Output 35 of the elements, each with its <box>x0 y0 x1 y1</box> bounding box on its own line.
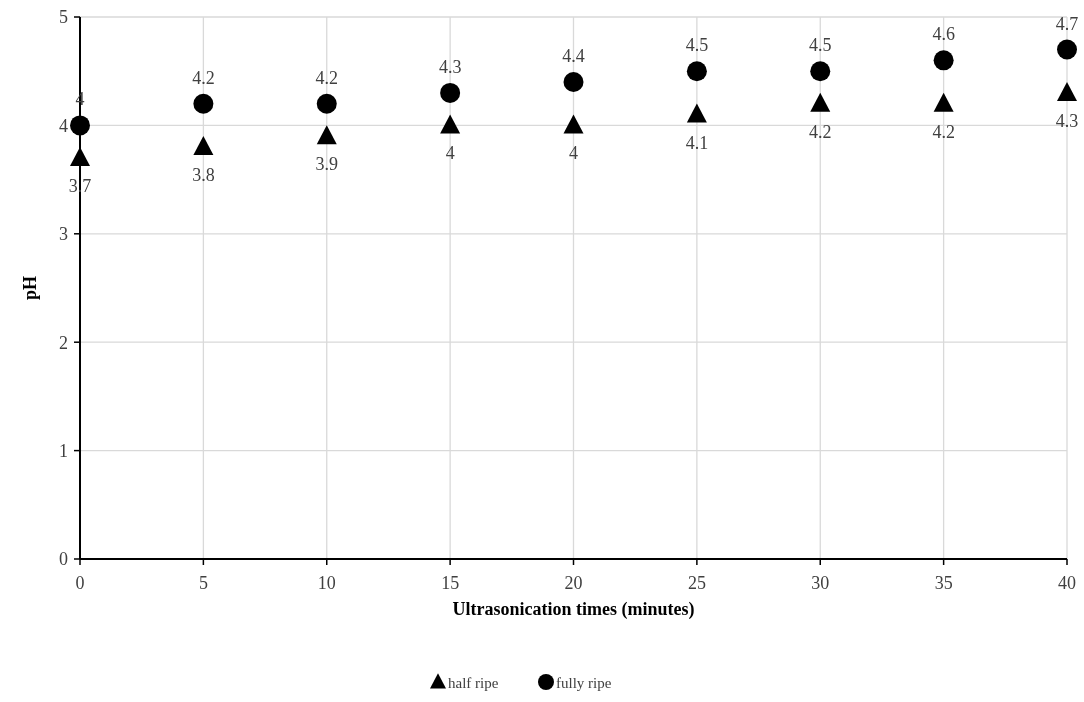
data-label: 4.6 <box>932 24 955 45</box>
data-label: 4.2 <box>192 67 215 88</box>
x-tick-label: 0 <box>75 573 85 593</box>
x-axis-title: Ultrasonication times (minutes) <box>452 599 695 620</box>
data-label: 4.3 <box>438 56 462 77</box>
x-tick-label: 25 <box>687 573 706 593</box>
y-tick-label: 2 <box>59 332 68 353</box>
y-tick-label: 5 <box>59 7 68 28</box>
y-tick-label: 4 <box>59 115 68 136</box>
data-label: 4.7 <box>1055 13 1079 34</box>
legend-label: half ripe <box>448 675 499 691</box>
y-tick-label: 0 <box>59 549 68 570</box>
data-label: 4.3 <box>1055 110 1079 131</box>
data-label: 4.2 <box>932 121 955 142</box>
y-tick-label: 3 <box>59 224 68 245</box>
data-label: 4.4 <box>562 46 585 67</box>
y-axis-title: pH <box>20 275 40 301</box>
y-tick-label: 1 <box>59 440 68 461</box>
data-label: 4.5 <box>809 35 832 56</box>
data-label: 4.2 <box>315 67 338 88</box>
x-tick-label: 35 <box>934 573 953 593</box>
x-tick-label: 15 <box>441 573 460 593</box>
x-tick-label: 10 <box>317 573 336 593</box>
data-label: 4 <box>445 143 455 164</box>
data-label: 4.1 <box>685 132 709 153</box>
x-tick-label: 30 <box>811 573 830 593</box>
data-label: 4 <box>569 143 578 164</box>
data-label: 4.5 <box>685 35 709 56</box>
data-label: 3.8 <box>192 165 215 186</box>
data-label: 3.9 <box>315 154 338 175</box>
x-tick-label: 40 <box>1058 573 1076 593</box>
data-label: 4.2 <box>809 121 832 142</box>
legend-label: fully ripe <box>556 675 612 691</box>
x-tick-label: 20 <box>564 573 583 593</box>
x-tick-label: 5 <box>198 573 208 593</box>
